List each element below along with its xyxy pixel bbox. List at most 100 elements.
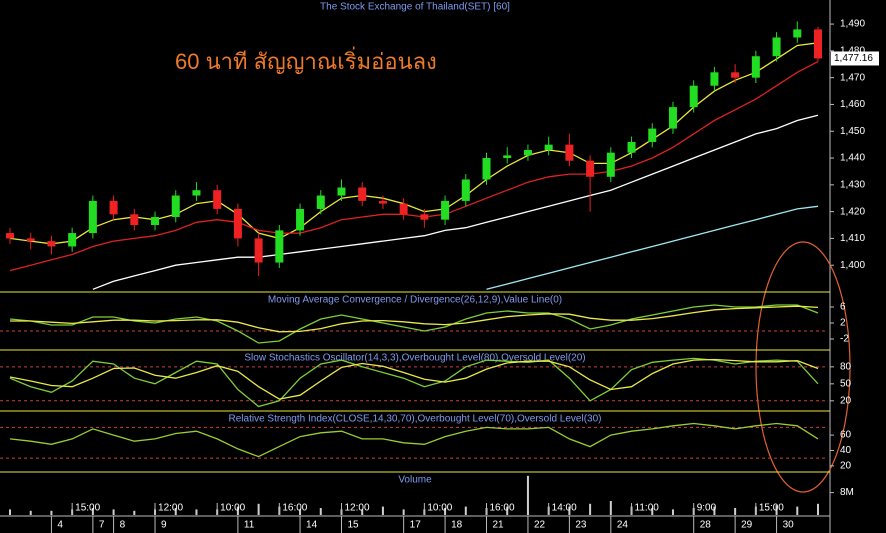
day-label: 11	[244, 520, 255, 531]
x-tick-label: 16:00	[490, 503, 515, 514]
candle-body	[420, 214, 429, 220]
y-tick-label: 1,400	[840, 260, 865, 271]
volume-bar	[195, 509, 198, 515]
day-label: 15	[347, 520, 359, 531]
volume-bar	[50, 510, 53, 515]
x-tick-label: 10:00	[427, 503, 452, 514]
volume-bar	[568, 506, 571, 515]
candle-body	[793, 29, 802, 38]
candle-body	[503, 155, 512, 159]
volume-bar	[174, 508, 177, 515]
day-label: 22	[534, 520, 546, 531]
volume-bar	[112, 509, 115, 515]
candle-body	[441, 200, 450, 220]
candle-body	[358, 187, 367, 201]
volume-bar	[29, 510, 32, 515]
day-label: 23	[575, 520, 587, 531]
candle-body	[171, 195, 180, 217]
volume-bar	[9, 509, 11, 515]
volume-bar	[506, 506, 509, 515]
y-tick-label: 40	[840, 445, 852, 456]
last-price-box	[831, 51, 879, 66]
volume-bar	[402, 509, 405, 515]
candle-body	[47, 241, 56, 247]
volume-bar	[444, 508, 447, 515]
volume-bar	[133, 510, 136, 515]
x-tick-label: 16:00	[282, 503, 307, 514]
candle-body	[109, 200, 118, 215]
line-series	[9, 357, 819, 408]
candle-body	[399, 203, 408, 215]
y-tick-label: 20	[840, 395, 852, 406]
candle-body	[26, 238, 35, 242]
x-tick-label: 15:00	[759, 503, 784, 514]
x-tick-label: 14:00	[552, 503, 577, 514]
y-tick-label: 1,430	[840, 179, 865, 190]
candle-body	[192, 190, 201, 196]
volume-bar	[381, 506, 384, 515]
candle-body	[68, 233, 77, 247]
y-tick-label: 1,490	[840, 19, 865, 30]
day-label: 28	[700, 520, 712, 531]
candle-body	[482, 158, 491, 180]
candle-body	[710, 72, 719, 86]
x-tick-label: 9:00	[697, 503, 717, 514]
candle-body	[565, 144, 574, 161]
day-label: 14	[306, 520, 318, 531]
candle-body	[254, 238, 263, 263]
candle-body	[275, 230, 284, 263]
candle-body	[544, 144, 553, 150]
volume-bar	[713, 506, 716, 515]
candle-body	[814, 29, 822, 59]
candle-body	[378, 200, 387, 204]
x-tick-label: 10:00	[220, 503, 245, 514]
chart-title: The Stock Exchange of Thailand(SET) [60]	[320, 2, 510, 13]
candle-body	[151, 216, 160, 226]
volume-bar	[817, 503, 819, 515]
y-tick-label: 1,410	[840, 233, 865, 244]
candle-body	[648, 128, 657, 142]
y-tick-label: 20	[840, 460, 852, 471]
candle-body	[233, 208, 242, 239]
candle-body	[731, 72, 740, 78]
candle-body	[586, 160, 595, 177]
x-tick-label: 15:00	[75, 503, 100, 514]
x-tick-label: 12:00	[344, 503, 369, 514]
day-label: 30	[783, 520, 795, 531]
volume-bar	[526, 475, 529, 515]
line-series	[9, 61, 819, 272]
volume-bar	[91, 508, 94, 515]
y-tick-label: 60	[840, 430, 852, 441]
y-tick-label: 1,460	[840, 99, 865, 110]
line-series	[92, 114, 819, 290]
panel-title: Relative Strength Index(CLOSE,14,30,70),…	[229, 414, 602, 425]
candle-body	[337, 187, 346, 196]
y-tick-label: 1,450	[840, 126, 865, 137]
day-label: 17	[410, 520, 422, 531]
volume-bar	[775, 505, 778, 515]
y-tick-label: 1,470	[840, 72, 865, 83]
y-tick-label: 80	[840, 361, 852, 372]
volume-bar	[589, 503, 592, 515]
x-tick-label: 12:00	[158, 503, 183, 514]
y-tick-label: 1,440	[840, 153, 865, 164]
candle-body	[130, 214, 139, 226]
candle-body	[751, 56, 760, 78]
candle-body	[523, 150, 532, 156]
panel-title: Slow Stochastics Oscillator(14,3,3),Over…	[244, 353, 585, 364]
volume-bar	[319, 508, 322, 515]
y-tick-label: 50	[840, 378, 852, 389]
day-label: 8	[120, 520, 126, 531]
y-tick-label: 8M	[840, 487, 854, 498]
y-tick-label: -2	[840, 334, 849, 345]
volume-bar	[299, 509, 302, 515]
candle-body	[461, 179, 470, 201]
y-tick-label: 1,420	[840, 206, 865, 217]
line-series	[9, 304, 819, 344]
line-series	[9, 358, 819, 400]
line-series	[486, 205, 819, 290]
candle-body	[772, 37, 781, 57]
volume-bar	[651, 508, 654, 515]
